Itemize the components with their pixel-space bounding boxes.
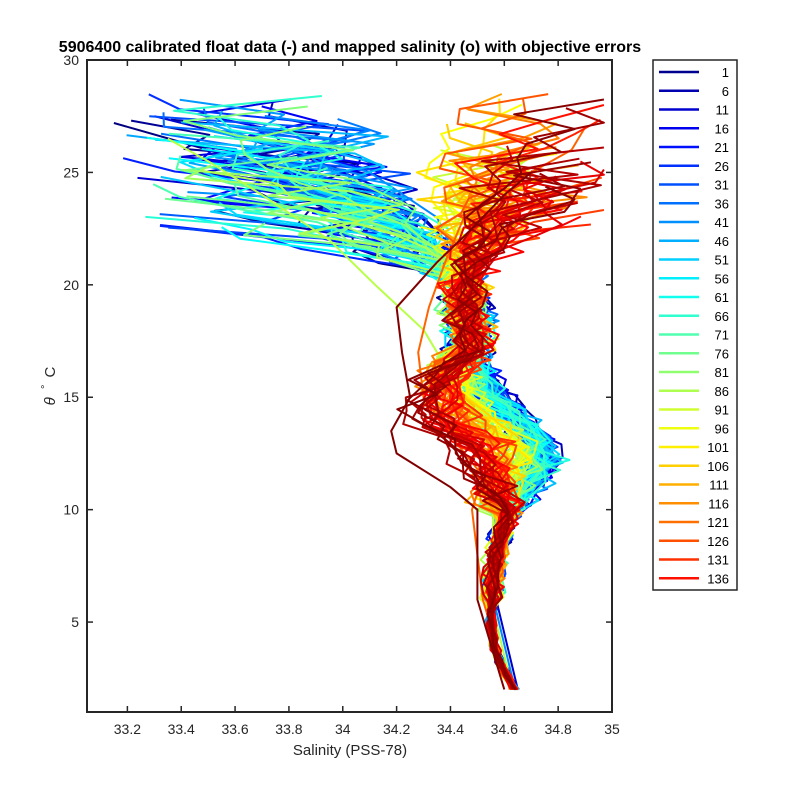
y-axis-label-degree: ° [40,385,52,389]
profile-line-132 [429,107,605,691]
x-axis-label: Salinity (PSS-78) [293,742,407,759]
y-axis-label: θ ° C [36,366,59,405]
legend-label: 111 [709,478,729,493]
legend-label: 86 [715,384,729,399]
profile-line-135 [396,98,605,691]
legend-label: 101 [707,440,729,455]
legend-label: 116 [708,496,729,511]
legend-entry: 121 [659,515,729,530]
x-tick-label: 33.6 [221,721,248,737]
legend-entry: 76 [659,346,729,361]
legend-label: 51 [715,253,729,268]
legend-label: 76 [715,346,729,361]
legend-label: 131 [707,553,729,568]
legend-label: 36 [715,196,729,211]
legend-entry: 11 [659,103,729,118]
profile-line-136 [390,171,532,690]
y-tick-label: 10 [63,502,79,518]
legend-entry: 61 [659,290,729,305]
legend-label: 46 [715,234,729,249]
axes-box [86,59,613,713]
svg-text:θ ° C: θ ° C [36,366,59,405]
legend-entry: 26 [659,159,729,174]
legend-label: 106 [707,459,729,474]
legend-label: 31 [715,178,729,193]
profile-line-106 [417,126,586,690]
x-tick-label: 33.8 [275,721,302,737]
legend-label: 126 [707,534,729,549]
legend-entry: 21 [659,140,729,155]
legend-label: 121 [707,515,729,530]
legend: 1611162126313641465156616671768186919610… [652,59,738,591]
y-tick-label: 15 [63,389,79,405]
x-tick-label: 34.8 [545,721,572,737]
x-axis: 33.2 33.4 33.6 33.8 34 34.2 34.4 34.6 34.8 35 [114,60,620,737]
legend-entry: 101 [659,440,729,455]
x-tick-label: 34 [335,721,351,737]
legend-label: 26 [715,159,729,174]
legend-label: 1 [722,65,729,80]
legend-label: 61 [715,290,729,305]
y-tick-label: 25 [63,164,79,180]
x-tick-label: 35 [604,721,620,737]
x-tick-label: 34.4 [437,721,464,737]
legend-entry: 111 [659,478,729,493]
legend-entry: 116 [659,496,729,511]
y-tick-label: 20 [63,277,79,293]
legend-entry: 51 [659,253,729,268]
legend-label: 41 [715,215,729,230]
legend-entry: 6 [659,84,729,99]
legend-label: 96 [715,421,729,436]
legend-label: 6 [722,84,729,99]
legend-entry: 41 [659,215,729,230]
chart-title: 5906400 calibrated float data (-) and ma… [59,39,641,56]
legend-entry: 1 [659,65,729,80]
legend-entry: 71 [659,328,729,343]
legend-entry: 56 [659,271,729,286]
legend-entry: 31 [659,178,729,193]
legend-entry: 106 [659,459,729,474]
legend-label: 91 [715,403,729,418]
legend-entry: 91 [659,403,729,418]
x-tick-label: 34.6 [491,721,518,737]
y-axis: 5 10 15 20 25 30 [63,52,612,630]
y-tick-label: 30 [63,52,79,68]
legend-label: 11 [716,103,730,118]
plot-lines [113,93,605,691]
legend-entry: 16 [659,121,729,136]
legend-label: 56 [715,271,729,286]
legend-entry: 96 [659,421,729,436]
legend-label: 21 [715,140,729,155]
x-tick-label: 33.2 [114,721,141,737]
legend-entries: 1611162126313641465156616671768186919610… [659,65,729,586]
legend-label: 136 [707,571,729,586]
legend-entry: 131 [659,553,729,568]
y-axis-label-symbol: θ [42,397,59,405]
legend-entry: 81 [659,365,729,380]
legend-entry: 136 [659,571,729,586]
legend-entry: 86 [659,384,729,399]
y-axis-label-unit: C [42,366,59,377]
legend-entry: 126 [659,534,729,549]
legend-label: 16 [715,121,729,136]
legend-label: 71 [715,328,729,343]
x-tick-label: 33.4 [168,721,195,737]
legend-label: 66 [715,309,729,324]
y-tick-label: 5 [71,614,79,630]
legend-entry: 46 [659,234,729,249]
legend-box [652,59,738,591]
x-tick-label: 34.2 [383,721,410,737]
legend-label: 81 [715,365,729,380]
legend-entry: 36 [659,196,729,211]
legend-entry: 66 [659,309,729,324]
